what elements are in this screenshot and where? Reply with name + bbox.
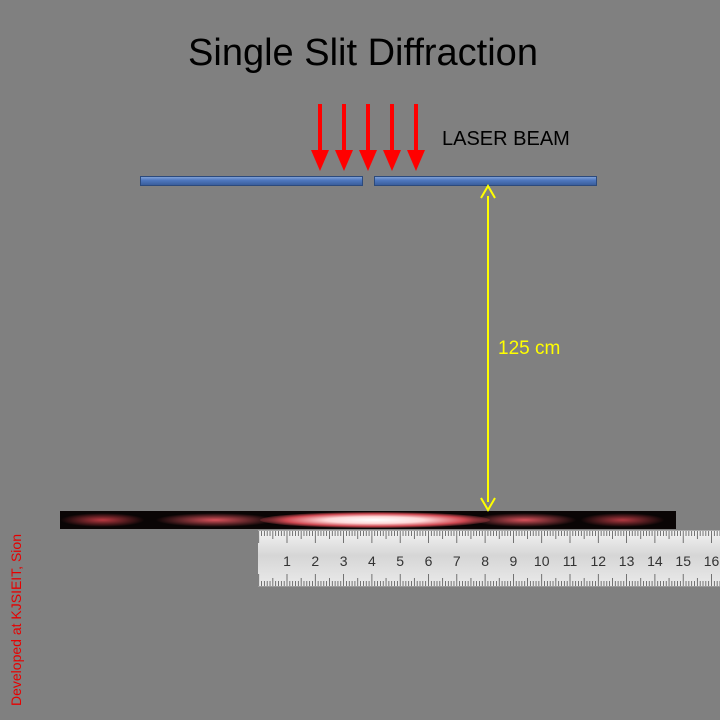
ruler-label: 9 (510, 553, 518, 569)
laser-arrow-head (335, 150, 353, 171)
laser-arrow-head (407, 150, 425, 171)
laser-beam-arrows (311, 104, 425, 171)
laser-arrow-head (311, 150, 329, 171)
diffraction-fringe (155, 513, 275, 527)
slit-plate-left (140, 176, 363, 186)
ruler-label: 6 (425, 553, 433, 569)
ruler-label: 13 (619, 553, 635, 569)
laser-arrow-head (359, 150, 377, 171)
diffraction-fringe (60, 513, 145, 527)
ruler-label: 2 (311, 553, 319, 569)
diffraction-fringe (580, 513, 665, 527)
laser-beam-label: LASER BEAM (442, 128, 570, 150)
ruler-scale: 1 2 3 4 5 6 7 8 9 10 11 12 13 14 15 16 (258, 531, 720, 586)
distance-arrow-head-top (480, 184, 496, 199)
ruler-label: 1 (283, 553, 291, 569)
laser-arrow-head (383, 150, 401, 171)
ruler-label: 11 (563, 553, 578, 569)
ruler-label: 7 (453, 553, 461, 569)
ruler-label: 16 (704, 553, 720, 569)
distance-label: 125 cm (498, 338, 561, 359)
diffraction-fringe (472, 513, 577, 527)
ruler: 1 2 3 4 5 6 7 8 9 10 11 12 13 14 15 16 (258, 530, 720, 587)
central-maximum (260, 512, 490, 528)
ruler-label: 15 (675, 553, 691, 569)
ruler-label: 12 (591, 553, 607, 569)
distance-arrow (480, 184, 496, 512)
distance-arrow-head-bottom (480, 497, 496, 512)
ruler-label: 8 (481, 553, 489, 569)
ruler-label: 10 (534, 553, 550, 569)
diagram-title: Single Slit Diffraction (188, 32, 538, 74)
ruler-label: 3 (340, 553, 348, 569)
ruler-label: 5 (396, 553, 404, 569)
ruler-label: 14 (647, 553, 663, 569)
diffraction-pattern-screen (60, 511, 676, 529)
credit-text: Developed at KJSIEIT, Sion (8, 534, 24, 706)
slit-plate-right (374, 176, 597, 186)
ruler-label: 4 (368, 553, 376, 569)
